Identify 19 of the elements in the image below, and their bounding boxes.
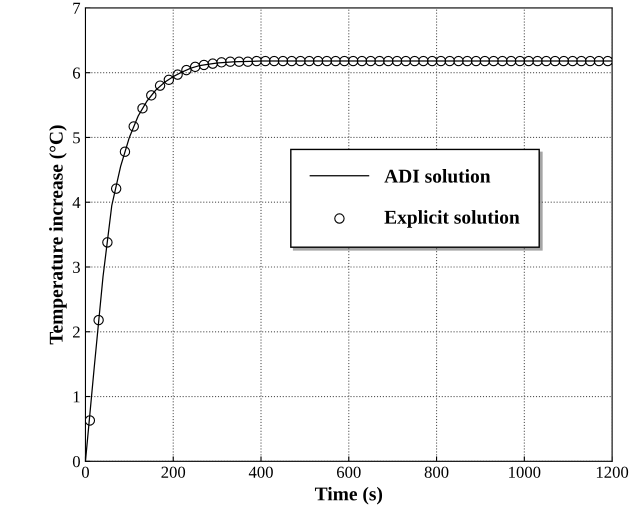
y-tick-label: 4	[72, 197, 80, 208]
x-tick-label: 1200	[596, 466, 628, 478]
y-tick-label: 1	[74, 391, 80, 402]
y-axis-title: Temperature increase (°C)	[49, 125, 67, 344]
y-tick-label: 5	[73, 132, 80, 144]
legend-label: ADI solution	[384, 169, 490, 183]
x-tick-label: 800	[424, 466, 448, 478]
x-tick-label: 600	[337, 466, 361, 478]
y-tick-label: 0	[72, 456, 80, 468]
x-tick-label: 1000	[509, 466, 540, 478]
x-axis-title: Time (s)	[314, 486, 382, 504]
y-tick-label: 2	[72, 326, 80, 338]
x-tick-label: 0	[82, 466, 89, 478]
y-tick-label: 6	[72, 67, 80, 79]
x-tick-label: 400	[248, 466, 273, 478]
y-tick-label: 3	[73, 262, 80, 273]
y-tick-label: 7	[73, 2, 80, 14]
x-tick-label: 200	[161, 466, 186, 478]
legend-label: Explicit solution	[384, 210, 520, 228]
